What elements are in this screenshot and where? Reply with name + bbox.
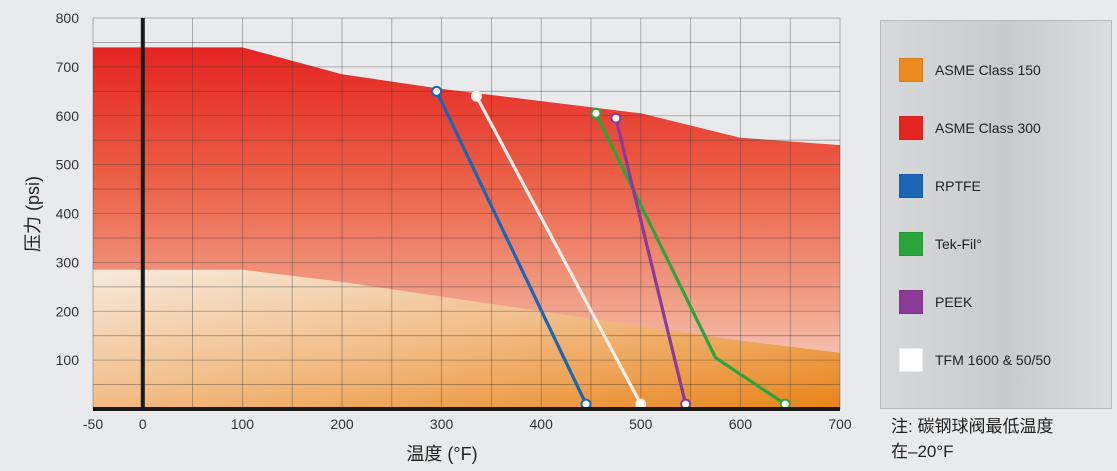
series-point-tfm-1600-50-50 xyxy=(470,90,482,102)
y-tick-label: 700 xyxy=(56,59,80,75)
series-point-rptfe xyxy=(431,85,443,97)
legend-swatch xyxy=(899,290,923,314)
legend-label: TFM 1600 & 50/50 xyxy=(935,352,1051,368)
x-tick-label: 200 xyxy=(330,416,354,432)
series-line-peek xyxy=(614,117,688,405)
y-tick-label: 500 xyxy=(56,157,80,173)
legend-item: RPTFE xyxy=(899,174,981,198)
legend-item: TFM 1600 & 50/50 xyxy=(899,348,1051,372)
series-line-rptfe xyxy=(435,90,588,405)
legend-swatch xyxy=(899,348,923,372)
x-tick-label: 0 xyxy=(139,416,147,432)
legend-swatch xyxy=(899,58,923,82)
note: 注: 碳钢球阀最低温度 在–20°F xyxy=(891,414,1053,464)
note-line-1: 注: 碳钢球阀最低温度 xyxy=(891,417,1054,436)
legend-label: Tek-Fil° xyxy=(935,236,982,252)
x-tick-label: 500 xyxy=(629,416,653,432)
x-tick-label: 400 xyxy=(530,416,554,432)
y-tick-label: 600 xyxy=(56,108,80,124)
x-tick-label: -50 xyxy=(83,416,103,432)
chart-svg: -50 0 100 200 300 400 500 600 700 100 200 300 400 500… xyxy=(23,10,852,464)
series-point-tek-fil xyxy=(590,107,602,119)
legend-label: RPTFE xyxy=(935,178,981,194)
legend-label: ASME Class 150 xyxy=(935,62,1041,78)
legend-item: ASME Class 150 xyxy=(899,58,1041,82)
legend-label: ASME Class 300 xyxy=(935,120,1041,136)
legend-label: PEEK xyxy=(935,294,973,310)
y-tick-label: 800 xyxy=(56,10,80,26)
area-asme-class-150 xyxy=(93,269,840,409)
legend-item: PEEK xyxy=(899,290,973,314)
y-tick-label: 300 xyxy=(56,254,80,270)
legend-item: Tek-Fil° xyxy=(899,232,982,256)
legend-swatch xyxy=(899,232,923,256)
x-tick-label: 600 xyxy=(729,416,753,432)
x-axis-title: 温度 (°F) xyxy=(406,444,477,464)
y-tick-label: 400 xyxy=(56,206,80,222)
x-tick-label: 700 xyxy=(828,416,852,432)
x-tick-label: 100 xyxy=(231,416,255,432)
series-line-tfm-1600-50-50 xyxy=(475,95,643,405)
y-tick-label: 200 xyxy=(56,303,80,319)
x-tick-label: 300 xyxy=(430,416,454,432)
y-tick-label: 100 xyxy=(56,352,80,368)
legend-swatch xyxy=(899,174,923,198)
y-axis-title: 压力 (psi) xyxy=(23,176,43,252)
series-point-peek xyxy=(610,112,622,124)
note-line-2: 在–20°F xyxy=(891,442,954,461)
legend-panel: ASME Class 150 ASME Class 300 RPTFE Tek-Fil… xyxy=(880,20,1112,409)
legend-swatch xyxy=(899,116,923,140)
legend-item: ASME Class 300 xyxy=(899,116,1041,140)
